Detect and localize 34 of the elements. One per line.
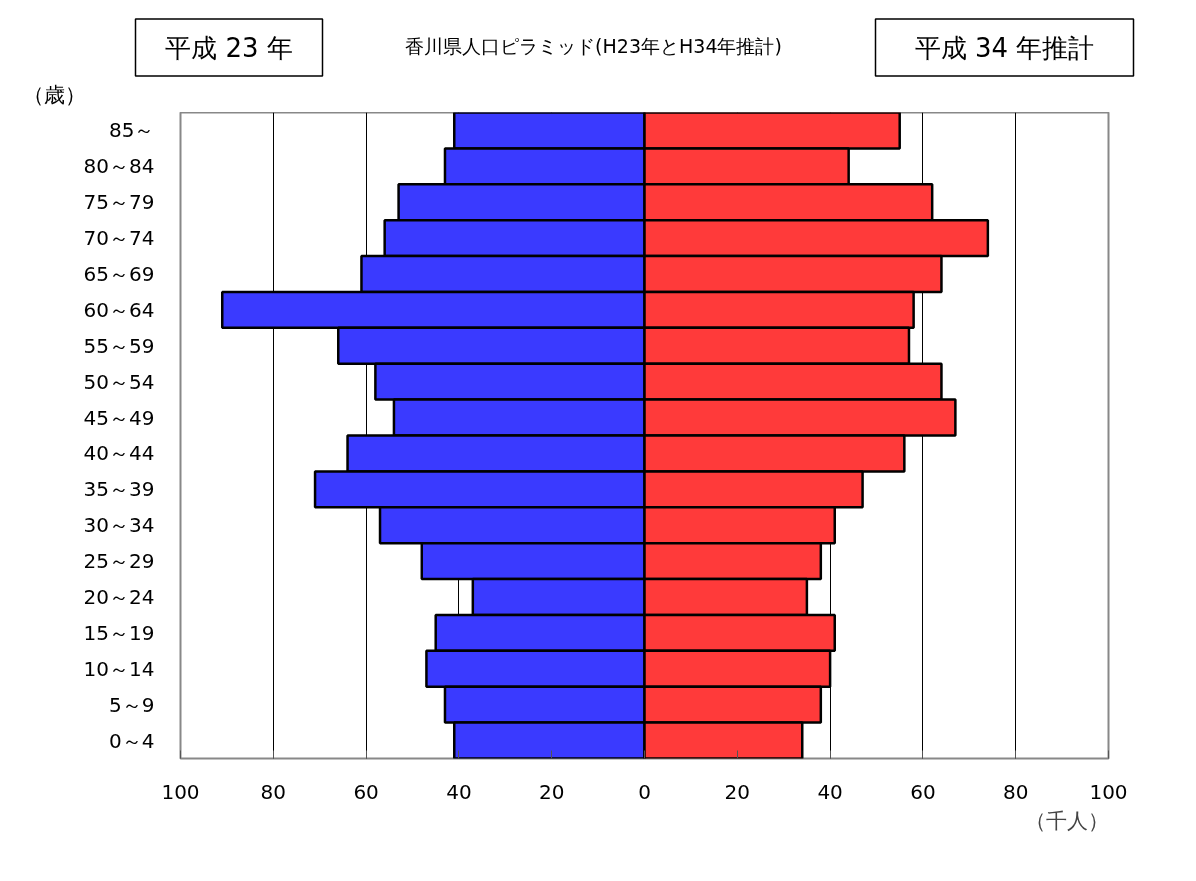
- y-tick-label: 65～69: [83, 262, 155, 286]
- y-tick-label: 50～54: [83, 369, 155, 394]
- y-tick-label: 15～19: [83, 620, 155, 645]
- x-tick-label: 40: [817, 779, 843, 804]
- y-tick-label: 20～24: [83, 585, 155, 609]
- y-tick-label: 35～39: [83, 477, 155, 502]
- y-tick-label: 75～79: [83, 190, 155, 215]
- x-tick-label: 0: [638, 779, 651, 804]
- x-tick-label: 20: [538, 779, 565, 804]
- x-tick-label: 100: [1089, 779, 1128, 804]
- x-tick-label: 60: [353, 779, 379, 804]
- text: 平成 34 年推計: [914, 32, 1095, 63]
- y-tick-label: 85～: [109, 118, 155, 143]
- x-tick-label: 20: [724, 779, 751, 804]
- x-tick-label: 40: [446, 779, 472, 804]
- chart-title: 香川県人口ピラミッド(H23年とH34年推計): [405, 34, 782, 57]
- y-tick-label: 70～74: [83, 226, 155, 251]
- y-tick-label: 40～44: [83, 441, 155, 466]
- y-tick-label: 5～9: [109, 692, 155, 717]
- text: 平成 23 年: [165, 32, 293, 63]
- x-tick-label: 80: [1002, 779, 1029, 804]
- y-axis-title: （歳）: [22, 82, 86, 107]
- x-tick-label: 80: [260, 779, 287, 804]
- y-tick-label: 10～14: [83, 656, 155, 681]
- y-tick-label: 30～34: [83, 513, 155, 538]
- y-tick-label: 80～84: [83, 154, 155, 179]
- x-tick-label: 100: [161, 779, 200, 804]
- x-tick-label: 60: [910, 779, 936, 804]
- y-tick-label: 60～64: [83, 297, 155, 322]
- y-tick-label: 55～59: [83, 333, 155, 358]
- y-tick-label: 25～29: [83, 549, 155, 574]
- y-tick-label: 0～4: [109, 728, 155, 753]
- x-axis-title: （千人）: [1024, 808, 1109, 833]
- y-tick-label: 45～49: [83, 405, 155, 430]
